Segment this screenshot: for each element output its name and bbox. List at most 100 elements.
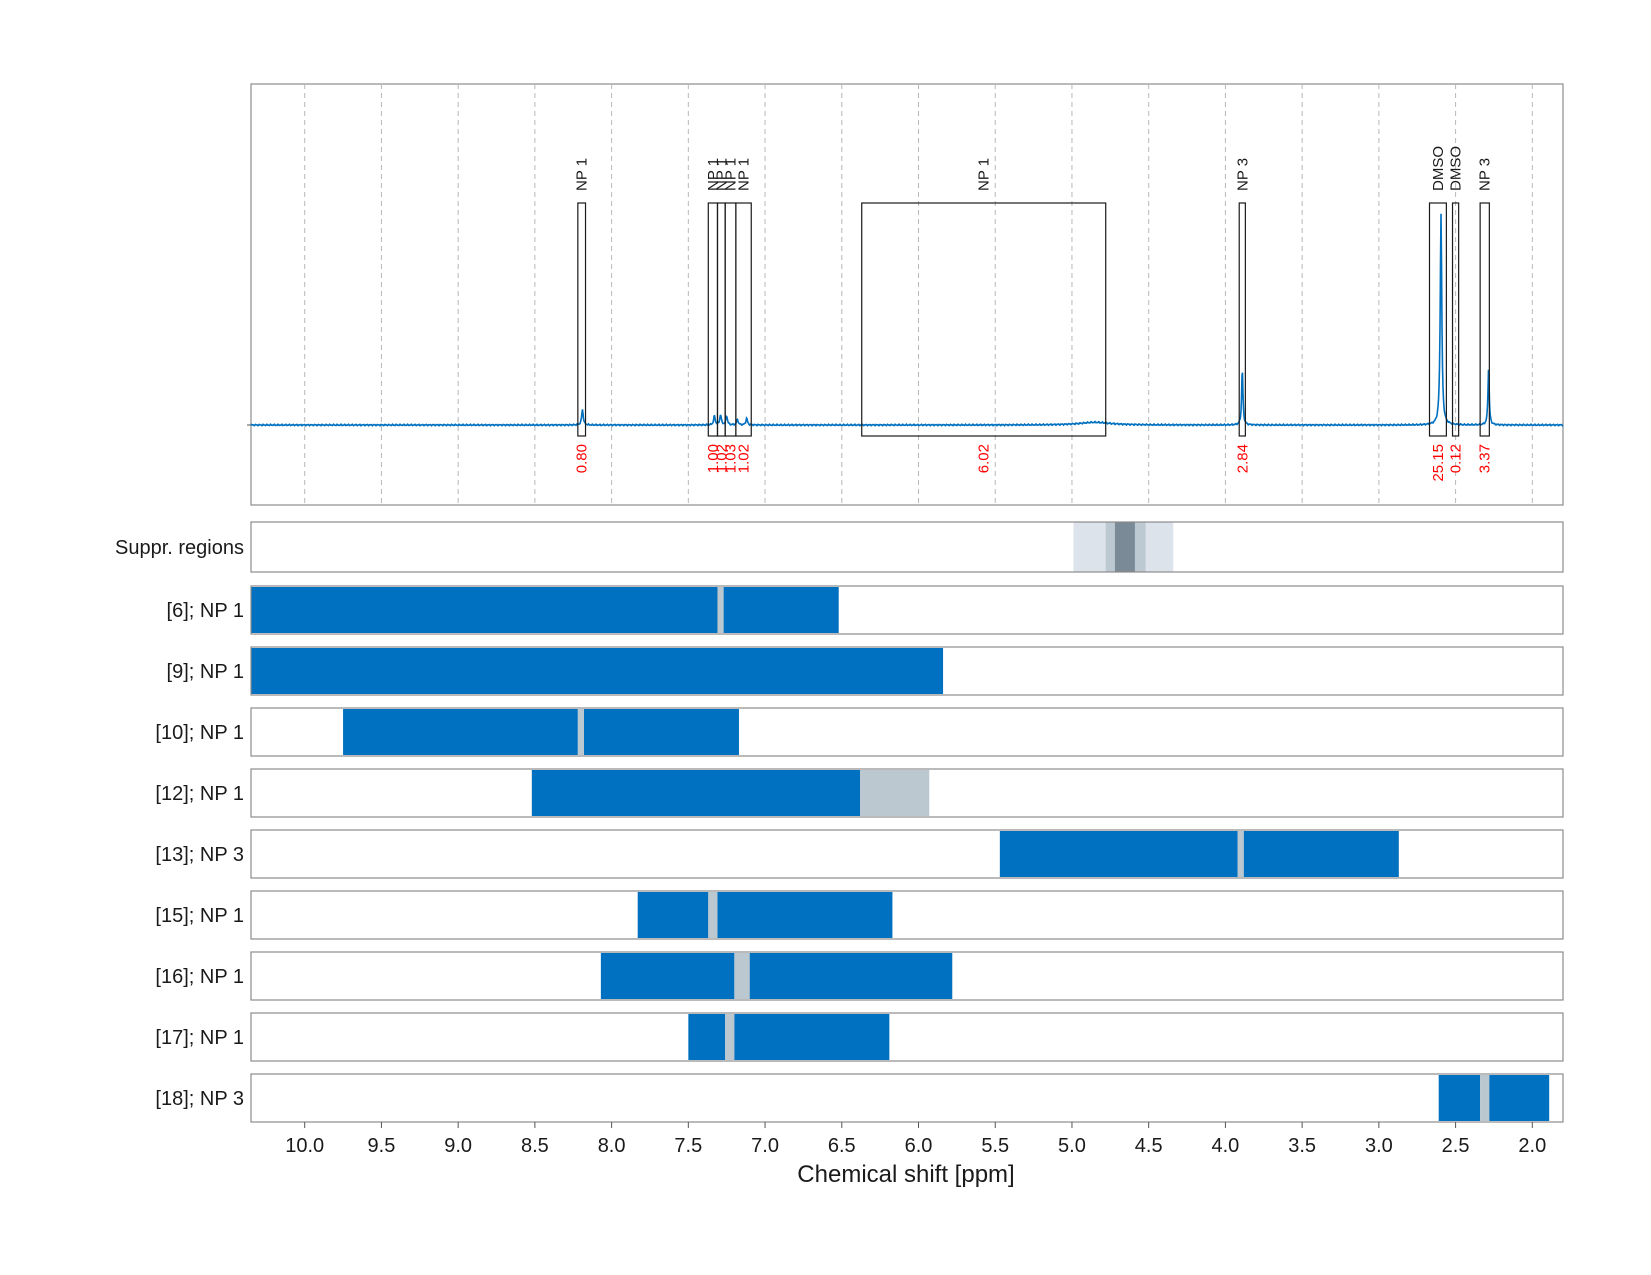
row-label: [13]; NP 3 — [155, 844, 244, 866]
assignment-bar — [749, 953, 953, 999]
suppression-frame — [250, 521, 1564, 573]
x-tick-label: 2.0 — [1518, 1135, 1546, 1157]
x-axis: 10.0 9.5 9.0 8.5 8.0 7.5 7.0 6.5 6.0 5.5 5.0 4.5 4.0… — [285, 1122, 1546, 1157]
assignment-bar — [734, 1014, 890, 1060]
x-tick-label: 9.5 — [368, 1135, 396, 1157]
row-label: [17]; NP 1 — [155, 1027, 244, 1049]
x-tick-label: 5.5 — [981, 1135, 1009, 1157]
peak-assignment-label: NP 1 — [713, 158, 730, 191]
assignment-bar — [999, 831, 1238, 877]
peak-assignment-label: NP 3 — [1234, 158, 1251, 191]
integration-region-box — [716, 202, 726, 437]
integral-value-label: 6.02 — [976, 444, 993, 473]
row-frame — [250, 890, 1564, 940]
assignment-bar — [717, 892, 893, 938]
assignment-row: [17]; NP 1 — [155, 1012, 1564, 1062]
x-tick-label: 2.5 — [1442, 1135, 1470, 1157]
integral-value-label: 25.15 — [1430, 444, 1447, 482]
integration-region-box — [735, 202, 752, 437]
integral-value-label: 0.12 — [1448, 444, 1465, 473]
integral-value-label: 1.02 — [713, 444, 730, 473]
spectrum-panel: NP 1 0.80 NP 1 1.00 NP 1 1.02 NP 1 1.03 NP 1 1.02… — [247, 83, 1564, 506]
assignment-bar — [531, 770, 861, 816]
assignment-bar — [688, 1014, 726, 1060]
integral-value-label: 3.37 — [1477, 444, 1494, 473]
peak-assignment-label: NP 1 — [736, 158, 753, 191]
integration-region-box — [1428, 202, 1447, 437]
x-tick-label: 8.0 — [598, 1135, 626, 1157]
x-tick-label: 9.0 — [444, 1135, 472, 1157]
peak-assignment-label: NP 1 — [705, 158, 722, 191]
assignment-bar — [637, 892, 709, 938]
assignment-bar — [708, 892, 718, 938]
integral-value-label: 1.03 — [723, 444, 740, 473]
x-tick-label: 4.0 — [1212, 1135, 1240, 1157]
suppression-band — [1114, 522, 1135, 572]
assignment-bar — [725, 1014, 735, 1060]
peak-assignment-label: NP 3 — [1477, 158, 1494, 191]
assignment-bar — [1237, 831, 1244, 877]
row-label: [12]; NP 1 — [155, 783, 244, 805]
x-tick-label: 10.0 — [285, 1135, 324, 1157]
assignment-row: [10]; NP 1 — [155, 707, 1564, 757]
row-label: [10]; NP 1 — [155, 722, 244, 744]
row-frame — [250, 707, 1564, 757]
row-label: [18]; NP 3 — [155, 1088, 244, 1110]
integral-value-label: 2.84 — [1234, 444, 1251, 473]
x-axis-title: Chemical shift [ppm] — [797, 1161, 1014, 1188]
assignment-row: [9]; NP 1 — [167, 646, 1564, 696]
assignment-row: [18]; NP 3 — [155, 1073, 1564, 1123]
x-tick-label: 6.5 — [828, 1135, 856, 1157]
assignment-bar — [583, 709, 739, 755]
integral-value-label: 0.80 — [574, 444, 591, 473]
peak-assignment-label: NP 1 — [574, 158, 591, 191]
row-frame — [250, 768, 1564, 818]
row-label: [16]; NP 1 — [155, 966, 244, 988]
integration-region-box — [1479, 202, 1490, 437]
integral-value-label: 1.02 — [736, 444, 753, 473]
assignment-bar — [251, 648, 944, 694]
assignment-bar — [1438, 1075, 1481, 1121]
integration-region-box — [1451, 202, 1460, 437]
peak-assignment-label: NP 1 — [723, 158, 740, 191]
row-frame — [250, 951, 1564, 1001]
assignment-row: [6]; NP 1 — [167, 585, 1564, 635]
x-tick-label: 5.0 — [1058, 1135, 1086, 1157]
assignment-rows-panel: [6]; NP 1 [9]; NP 1 [10]; NP 1 [12]; NP 1 [1… — [155, 585, 1564, 1123]
integration-region-box — [707, 202, 719, 437]
assignment-row: [12]; NP 1 — [155, 768, 1564, 818]
assignment-bar — [734, 953, 750, 999]
assignment-bar — [723, 587, 839, 633]
assignment-bar — [251, 587, 718, 633]
x-tick-label: 6.0 — [905, 1135, 933, 1157]
x-tick-label: 3.5 — [1288, 1135, 1316, 1157]
suppression-regions-panel: Suppr. regions — [115, 521, 1564, 573]
x-tick-label: 3.0 — [1365, 1135, 1393, 1157]
assignment-row: [15]; NP 1 — [155, 890, 1564, 940]
row-frame — [250, 1073, 1564, 1123]
assignment-bar — [717, 587, 724, 633]
integration-region-box — [724, 202, 737, 437]
integration-region-box — [577, 202, 587, 437]
suppression-row-label: Suppr. regions — [115, 537, 244, 559]
assignment-bar — [1243, 831, 1399, 877]
x-tick-label: 7.5 — [674, 1135, 702, 1157]
assignment-bar — [1480, 1075, 1490, 1121]
assignment-row: [13]; NP 3 — [155, 829, 1564, 879]
row-frame — [250, 829, 1564, 879]
spectrum-frame — [250, 83, 1564, 506]
integration-region-box — [1238, 202, 1246, 437]
spectrum-line — [250, 213, 1564, 427]
assignment-bar — [1489, 1075, 1550, 1121]
assignment-bar — [343, 709, 578, 755]
row-label: [15]; NP 1 — [155, 905, 244, 927]
x-tick-label: 4.5 — [1135, 1135, 1163, 1157]
assignment-row: [16]; NP 1 — [155, 951, 1564, 1001]
peak-assignment-label: NP 1 — [976, 158, 993, 191]
row-label: [6]; NP 1 — [167, 600, 244, 622]
row-frame — [250, 646, 1564, 696]
integration-region-box — [861, 202, 1107, 437]
row-frame — [250, 1012, 1564, 1062]
x-tick-label: 7.0 — [751, 1135, 779, 1157]
